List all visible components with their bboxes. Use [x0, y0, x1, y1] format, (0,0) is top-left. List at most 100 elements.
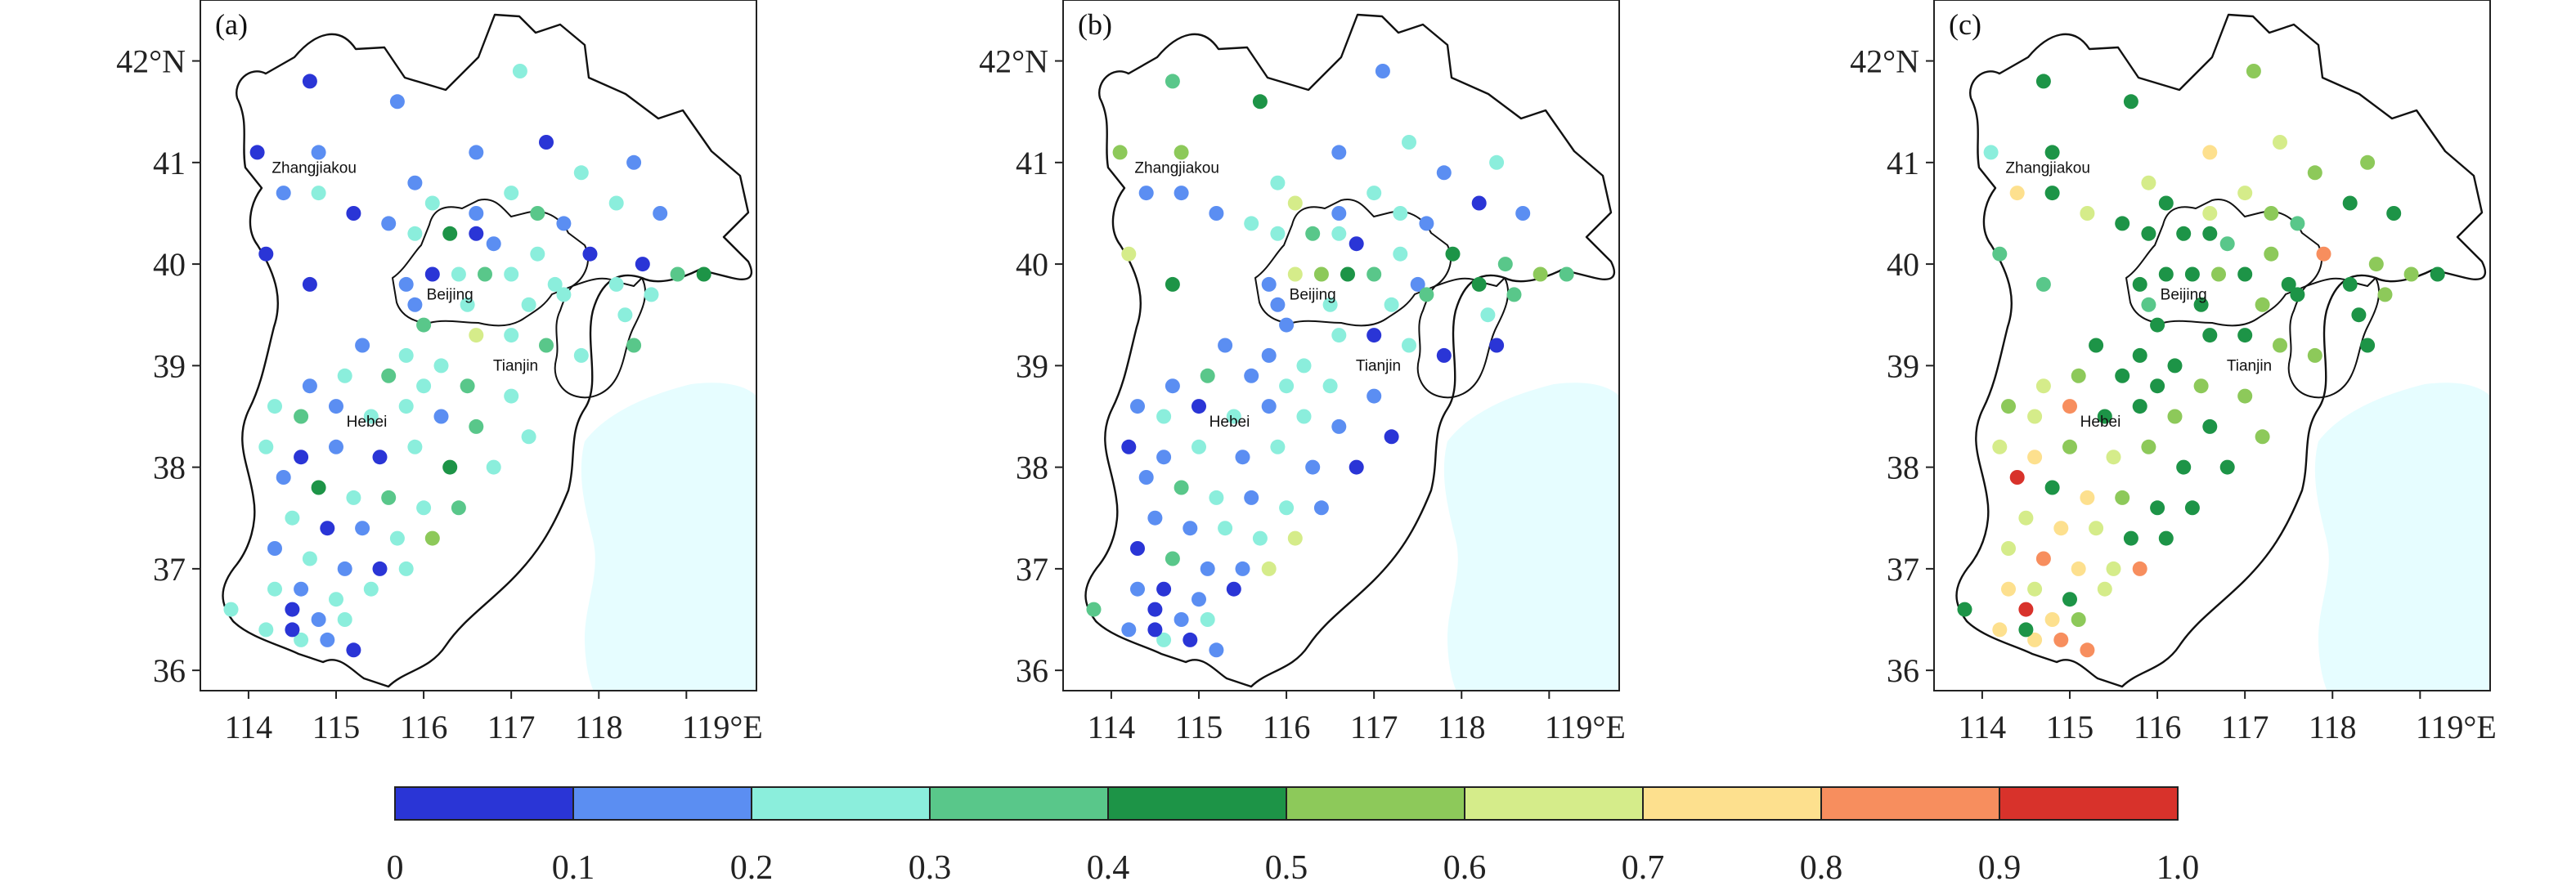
- station-point: [2202, 418, 2218, 434]
- station-point: [381, 216, 397, 231]
- lat-tick-label: 42°N: [1850, 43, 1919, 80]
- station-point: [1436, 347, 1452, 363]
- place-label-hebei: Hebei: [1209, 414, 1250, 431]
- station-point: [1121, 439, 1137, 454]
- lat-tick-label: 37: [1887, 551, 1919, 588]
- station-point: [530, 206, 545, 221]
- station-point: [521, 297, 536, 312]
- station-point: [223, 602, 239, 617]
- lon-tick-label: 115: [2046, 709, 2094, 745]
- lon-tick-label: 116: [1263, 709, 1311, 745]
- station-point: [329, 439, 343, 454]
- station-point: [1252, 94, 1268, 110]
- station-point: [1313, 266, 1329, 282]
- station-point: [626, 154, 642, 170]
- station-point: [1480, 307, 1496, 323]
- station-point: [2246, 64, 2261, 78]
- station-point: [1244, 368, 1259, 383]
- station-point: [258, 439, 274, 454]
- lat-tick-label: 39: [1016, 347, 1048, 384]
- station-point: [1331, 206, 1347, 221]
- station-point: [2132, 561, 2147, 576]
- station-point: [1261, 399, 1277, 414]
- station-point: [2307, 165, 2322, 181]
- place-label-tianjin: Tianjin: [493, 358, 538, 375]
- station-point: [1200, 612, 1215, 627]
- station-point: [460, 297, 475, 312]
- station-point: [1147, 510, 1163, 526]
- station-point: [608, 195, 624, 211]
- station-point: [696, 266, 711, 282]
- station-point: [1252, 530, 1268, 546]
- station-point: [337, 561, 352, 576]
- station-point: [2158, 266, 2174, 282]
- station-point: [2132, 347, 2147, 363]
- station-point: [1130, 581, 1145, 597]
- station-point: [329, 592, 343, 607]
- map-panel-b: Zhangjiakou Beijing Tianjin Hebei (b) 42°N 41 4…: [979, 0, 1626, 745]
- station-point: [276, 186, 291, 201]
- station-point: [1331, 145, 1347, 160]
- panels-group: Zhangjiakou Beijing Tianjin Hebei (a) 42°N 41 4…: [116, 0, 2497, 745]
- lon-tick-label: 118: [1438, 709, 1486, 745]
- station-point: [1165, 276, 1180, 292]
- station-point: [486, 236, 501, 252]
- station-point: [2237, 266, 2253, 282]
- map-frame: [1933, 0, 2491, 691]
- station-point: [311, 480, 326, 495]
- station-point: [1192, 592, 1206, 607]
- station-point: [1209, 490, 1224, 505]
- station-point: [1367, 186, 1382, 201]
- station-point: [1402, 135, 1416, 150]
- station-point: [398, 276, 414, 292]
- colorbar-segment: [1820, 786, 2000, 821]
- station-point: [424, 266, 440, 282]
- station-point: [2132, 399, 2147, 414]
- station-point: [1130, 541, 1145, 556]
- panel-label: (b): [1078, 8, 1112, 41]
- station-point: [276, 470, 291, 485]
- station-point: [2089, 338, 2104, 353]
- map-base: [1084, 13, 1619, 691]
- station-point: [1296, 409, 1312, 424]
- station-point: [2360, 338, 2376, 353]
- station-point: [267, 399, 282, 414]
- station-point: [478, 266, 492, 282]
- station-point: [2368, 257, 2384, 272]
- station-point: [346, 206, 361, 221]
- station-point: [1349, 236, 1364, 252]
- station-point: [1165, 551, 1180, 566]
- station-point: [469, 418, 484, 434]
- station-point: [486, 459, 501, 475]
- station-point: [1419, 287, 1434, 302]
- station-point: [2071, 368, 2086, 383]
- station-point: [2403, 266, 2419, 282]
- station-point: [1121, 622, 1137, 638]
- lon-tick-label: 114: [1088, 709, 1136, 745]
- lat-tick-label: 40: [153, 246, 186, 283]
- station-point: [573, 347, 589, 363]
- station-point: [442, 459, 458, 475]
- station-point: [2080, 490, 2095, 505]
- station-point: [337, 612, 352, 627]
- station-point: [1533, 266, 1548, 282]
- place-label-beijing: Beijing: [1290, 287, 1336, 304]
- colorbar-segment: [751, 786, 931, 821]
- station-point: [2273, 338, 2287, 353]
- station-point: [1130, 399, 1145, 414]
- station-point: [416, 378, 432, 394]
- station-point: [2307, 347, 2322, 363]
- lon-tick-label: 117: [1350, 709, 1398, 745]
- station-point: [294, 581, 309, 597]
- station-point: [1506, 287, 1522, 302]
- station-point: [2080, 206, 2095, 221]
- station-point: [372, 561, 388, 576]
- station-point: [2027, 409, 2043, 424]
- place-label-zhangjiakou: Zhangjiakou: [1134, 159, 1219, 177]
- station-point: [1410, 276, 1425, 292]
- station-point: [2027, 581, 2043, 597]
- station-point: [1419, 216, 1434, 231]
- lon-tick-label: 114: [225, 709, 273, 745]
- colorbar-tick-label: 1.0: [2156, 849, 2200, 887]
